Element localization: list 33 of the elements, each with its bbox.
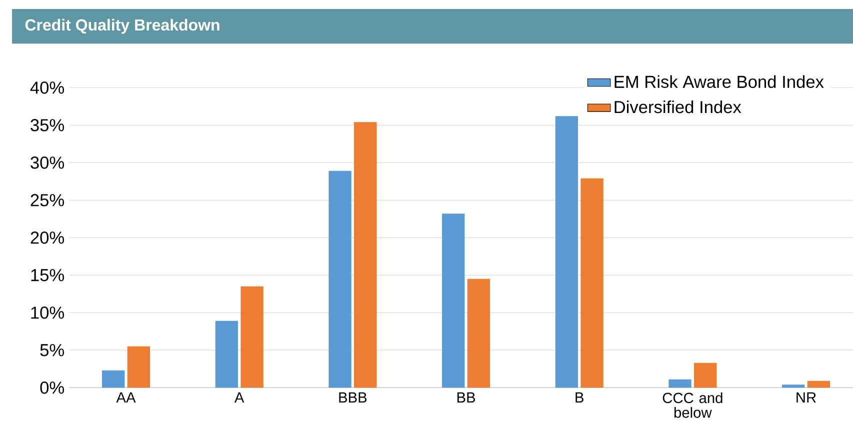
bar (782, 384, 805, 388)
legend-label: Diversified Index (614, 100, 742, 114)
bar (668, 379, 692, 388)
y-tick-label: 5% (40, 344, 64, 356)
bar (807, 380, 830, 388)
x-tick-label: NR (796, 392, 816, 402)
y-tick-label: 15% (31, 269, 64, 282)
bar (102, 370, 125, 388)
y-tick-label: 25% (30, 194, 64, 206)
y-tick-label: 35% (30, 119, 64, 132)
x-tick-label: AA (116, 392, 136, 402)
bar (694, 362, 717, 388)
bar (467, 278, 490, 388)
bar (240, 286, 264, 388)
y-tick-label: 10% (31, 306, 64, 319)
bar (354, 122, 377, 388)
y-tick-label: 40% (30, 82, 64, 94)
y-tick-label: 30% (30, 156, 64, 169)
bar (580, 178, 604, 388)
x-tick-label: CCC and below (662, 392, 722, 418)
bar (442, 214, 465, 388)
x-tick-label: BB (457, 392, 476, 402)
bar (215, 320, 238, 388)
y-tick-label: 0% (40, 382, 64, 394)
y-tick-label: 20% (30, 232, 64, 244)
x-tick-label: A (234, 392, 244, 402)
bar (127, 346, 150, 388)
bar (555, 116, 578, 388)
legend-label: EM Risk Aware Bond Index (614, 75, 824, 88)
chart-title: Credit Quality Breakdown (25, 18, 220, 34)
bar (328, 170, 352, 388)
x-tick-label: BBB (339, 392, 367, 402)
x-tick-label: B (576, 392, 584, 402)
